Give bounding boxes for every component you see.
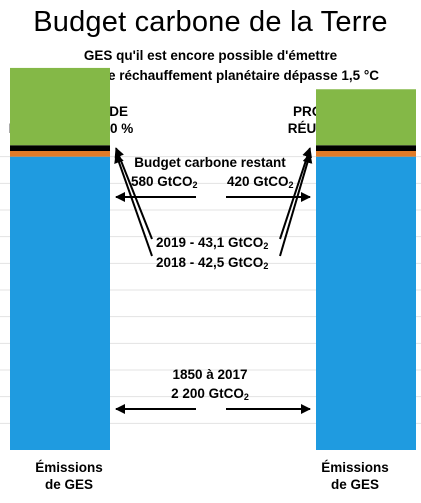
emissions-2018-label: 2018 - 42,5 GtCO2 — [156, 255, 268, 271]
bar-segment-right-2019 — [316, 145, 416, 151]
remaining-budget-title: Budget carbone restant — [110, 155, 310, 170]
bar-segment-right-budget-carbone-restant — [316, 89, 416, 145]
x-category-label-left: Émissions de GES — [14, 459, 124, 493]
bar-segment-left-2019 — [10, 145, 110, 151]
x-category-label-left-line-2: de GES — [14, 476, 124, 493]
bar-segment-left-2018 — [10, 151, 110, 157]
bar-segment-right-2018 — [316, 151, 416, 157]
emissions-2019-label: 2019 - 43,1 GtCO2 — [156, 235, 268, 251]
historical-period-label: 1850 à 2017 — [110, 367, 310, 382]
bar-segment-left-budget-carbone-restant — [10, 68, 110, 145]
x-category-label-right: Émissions de GES — [300, 459, 410, 493]
bar-segment-left-1850-2017 — [10, 157, 110, 450]
bar-segment-right-1850-2017 — [316, 157, 416, 450]
x-category-label-left-line-1: Émissions — [14, 459, 124, 476]
historical-value-label: 2 200 GtCO2 — [110, 386, 310, 402]
remaining-budget-right-value: 420 GtCO2 — [227, 174, 294, 190]
x-category-label-right-line-2: de GES — [300, 476, 410, 493]
remaining-budget-left-value: 580 GtCO2 — [131, 174, 198, 190]
x-category-label-right-line-1: Émissions — [300, 459, 410, 476]
